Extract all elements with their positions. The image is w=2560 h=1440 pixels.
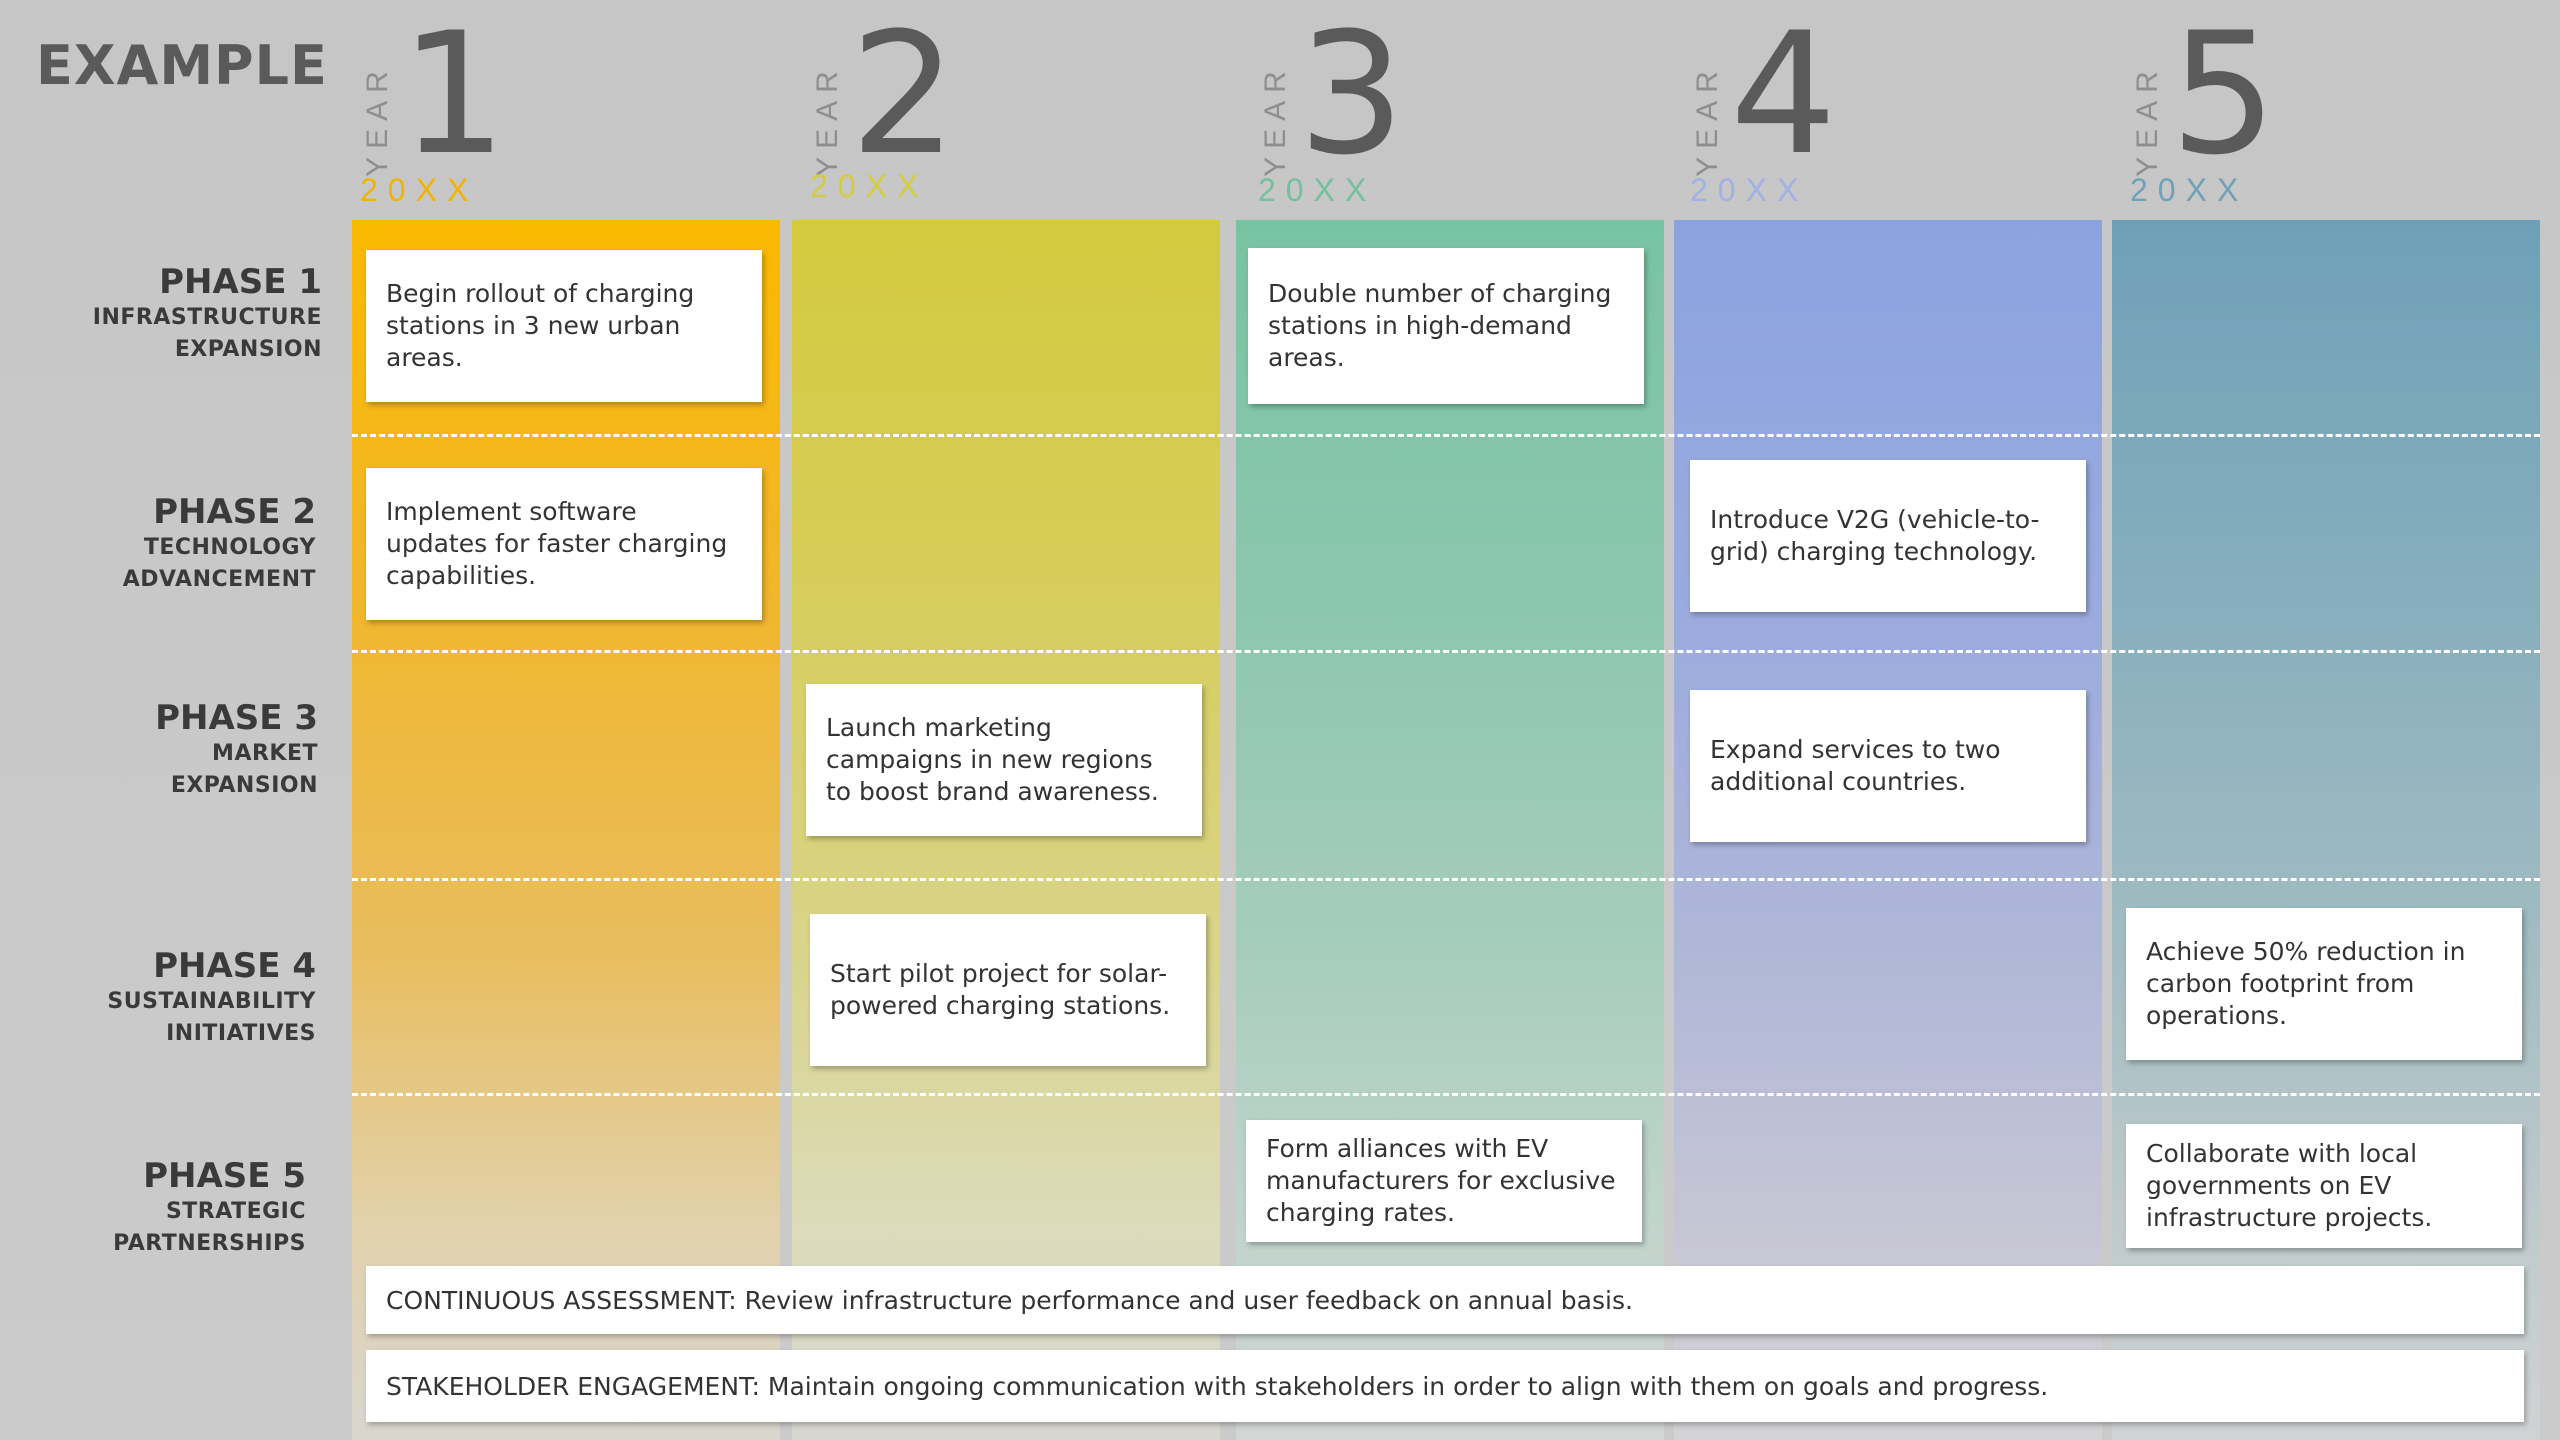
phase-separator-1 <box>352 434 2540 437</box>
phase-2-title: PHASE 2 <box>153 492 316 532</box>
year-2-word: YEAR <box>811 63 845 177</box>
phase-2-subtitle-line2: ADVANCEMENT <box>122 567 316 592</box>
year-5-header: YEAR 5 20XX <box>2130 10 2430 210</box>
stakeholder-engagement-bar: STAKEHOLDER ENGAGEMENT: Maintain ongoing… <box>366 1350 2524 1422</box>
phase-1-label: PHASE 1 INFRASTRUCTURE EXPANSION <box>22 262 322 366</box>
year-2-number: 2 <box>850 0 957 192</box>
year-1-word: YEAR <box>361 63 395 177</box>
phase-4-subtitle-line1: SUSTAINABILITY <box>107 989 316 1014</box>
phase-separator-3 <box>352 878 2540 881</box>
phase-3-label: PHASE 3 MARKET EXPANSION <box>18 698 318 802</box>
year-3-number: 3 <box>1298 0 1405 192</box>
card-phase2-year4: Introduce V2G (vehicle-to-grid) charging… <box>1690 460 2086 612</box>
phase-3-title: PHASE 3 <box>155 698 318 738</box>
year-4-word: YEAR <box>1691 63 1725 177</box>
example-label: EXAMPLE <box>36 34 328 97</box>
card-phase2-year1: Implement software updates for faster ch… <box>366 468 762 620</box>
card-phase4-year2: Start pilot project for solar-powered ch… <box>810 914 1206 1066</box>
year-5-word: YEAR <box>2131 63 2165 177</box>
year-2-subtitle: 20XX <box>810 168 929 204</box>
phase-2-label: PHASE 2 TECHNOLOGY ADVANCEMENT <box>16 492 316 596</box>
year-1-subtitle: 20XX <box>360 172 479 208</box>
card-phase3-year4: Expand services to two additional countr… <box>1690 690 2086 842</box>
year-4-header: YEAR 4 20XX <box>1690 10 1990 210</box>
phase-4-label: PHASE 4 SUSTAINABILITY INITIATIVES <box>16 946 316 1050</box>
card-phase1-year3: Double number of charging stations in hi… <box>1248 248 1644 404</box>
phase-4-title: PHASE 4 <box>153 946 316 986</box>
phase-2-subtitle-line1: TECHNOLOGY <box>143 535 316 560</box>
card-phase5-year5: Collaborate with local governments on EV… <box>2126 1124 2522 1248</box>
year-1-number: 1 <box>400 0 507 192</box>
phase-4-subtitle-line2: INITIATIVES <box>166 1021 316 1046</box>
card-phase1-year1: Begin rollout of charging stations in 3 … <box>366 250 762 402</box>
phase-5-subtitle-line2: PARTNERSHIPS <box>113 1231 306 1256</box>
phase-1-subtitle-line2: EXPANSION <box>174 337 322 362</box>
year-4-number: 4 <box>1730 0 1837 192</box>
year-5-number: 5 <box>2170 0 2277 192</box>
card-phase4-year5: Achieve 50% reduction in carbon footprin… <box>2126 908 2522 1060</box>
year-5-subtitle: 20XX <box>2130 172 2249 208</box>
phase-separator-2 <box>352 650 2540 653</box>
year-1-header: YEAR 1 20XX <box>360 10 660 210</box>
card-phase5-year3: Form alliances with EV manufacturers for… <box>1246 1120 1642 1242</box>
year-3-header: YEAR 3 20XX <box>1258 10 1558 210</box>
card-phase3-year2: Launch marketing campaigns in new region… <box>806 684 1202 836</box>
phase-3-subtitle-line2: EXPANSION <box>170 773 318 798</box>
year-1-column <box>352 220 780 1440</box>
phase-1-title: PHASE 1 <box>159 262 322 302</box>
year-2-header: YEAR 2 20XX <box>810 10 1110 210</box>
phase-5-title: PHASE 5 <box>143 1156 306 1196</box>
year-5-column <box>2112 220 2540 1440</box>
year-4-subtitle: 20XX <box>1690 172 1809 208</box>
phase-separator-4 <box>352 1093 2540 1096</box>
phase-5-label: PHASE 5 STRATEGIC PARTNERSHIPS <box>6 1156 306 1260</box>
phase-1-subtitle-line1: INFRASTRUCTURE <box>92 305 322 330</box>
phase-3-subtitle-line1: MARKET <box>212 741 318 766</box>
phase-5-subtitle-line1: STRATEGIC <box>165 1199 306 1224</box>
year-3-word: YEAR <box>1259 63 1293 177</box>
year-3-subtitle: 20XX <box>1258 172 1377 208</box>
continuous-assessment-bar: CONTINUOUS ASSESSMENT: Review infrastruc… <box>366 1266 2524 1334</box>
